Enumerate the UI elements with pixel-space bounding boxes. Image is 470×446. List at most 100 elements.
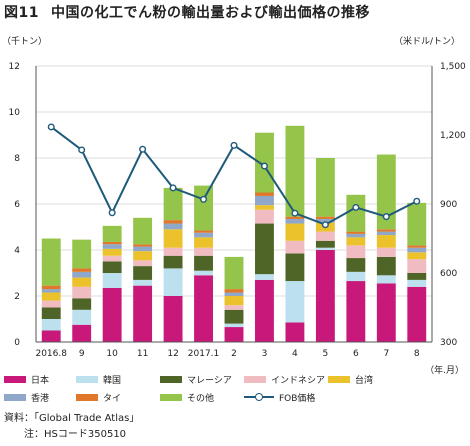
- fob-point: [78, 146, 86, 154]
- legend-line-marker: [244, 392, 274, 402]
- legend-swatch: [4, 375, 26, 383]
- bar-other: [41, 238, 61, 286]
- bar-taiwan: [255, 205, 274, 210]
- y-tick-label: 10: [9, 108, 21, 118]
- legend-row-2: 香港 タイ その他 FOB価格: [4, 388, 466, 406]
- x-tick-label: 7: [383, 349, 389, 359]
- bar-indonesia: [255, 209, 274, 224]
- bar-taiwan: [407, 252, 427, 260]
- bar-japan: [163, 296, 183, 342]
- fob-point: [47, 123, 55, 131]
- bar-thailand: [194, 230, 213, 233]
- x-tick-label: 2017.1: [188, 349, 220, 359]
- y2-tick-label: 600: [440, 269, 457, 279]
- bar-japan: [315, 250, 335, 342]
- bar-korea: [255, 274, 274, 280]
- bar-other: [285, 125, 305, 217]
- bar-indonesia: [194, 247, 213, 256]
- bar-hongkong: [224, 292, 244, 296]
- bar-malaysia: [376, 256, 396, 276]
- bar-indonesia: [72, 286, 92, 299]
- legend-label: 台湾: [355, 375, 374, 386]
- notes: 資料：「Global Trade Atlas」 注：HSコード350510: [4, 411, 139, 443]
- bar-indonesia: [163, 247, 183, 256]
- bar-hongkong: [315, 218, 335, 223]
- bar-other: [72, 239, 92, 269]
- chart-title: 図11 中国の化工でん粉の輸出量および輸出価格の推移: [4, 2, 370, 22]
- legend-swatch: [328, 375, 350, 383]
- bar-korea: [407, 279, 427, 287]
- x-tick-label: 2016.8: [35, 349, 67, 359]
- figure-number: 図11: [4, 5, 39, 21]
- y2-tick-label: 1,500: [440, 62, 466, 72]
- bar-thailand: [41, 285, 61, 290]
- bar-hongkong: [72, 271, 92, 278]
- bar-korea: [346, 271, 366, 282]
- bar-taiwan: [72, 277, 92, 287]
- axes: [35, 66, 433, 343]
- tick-labels: 0 2 4 6 8 10 12 300 600 900 1,200 1,500 2016.8 9 10 11 1…: [9, 62, 466, 359]
- fob-point: [169, 184, 177, 192]
- bar-thailand: [133, 244, 153, 247]
- fob-point: [200, 195, 208, 203]
- legend-swatch: [160, 393, 182, 401]
- bar-korea: [133, 279, 153, 286]
- legend-label: インドネシア: [271, 375, 326, 386]
- bar-hongkong: [194, 232, 213, 238]
- y-tick-label: 0: [14, 338, 20, 348]
- bar-japan: [346, 281, 366, 342]
- legend-label: 韓国: [103, 375, 122, 386]
- y-tick-label: 12: [9, 62, 20, 72]
- bar-indonesia: [102, 255, 122, 262]
- bar-malaysia: [224, 309, 244, 324]
- bar-other: [407, 202, 427, 246]
- bar-other: [133, 217, 153, 245]
- x-tick-label: 6: [353, 349, 359, 359]
- bar-korea: [41, 319, 61, 331]
- bar-malaysia: [255, 223, 274, 275]
- bar-hongkong: [285, 218, 305, 224]
- legend-label: 日本: [31, 375, 50, 386]
- y-tick-label: 2: [14, 292, 20, 302]
- fob-point: [291, 209, 299, 217]
- bar-indonesia: [315, 231, 335, 241]
- bar-indonesia: [376, 247, 396, 257]
- bar-japan: [72, 324, 92, 342]
- legend-swatch: [76, 375, 98, 383]
- bar-other: [376, 154, 396, 230]
- bar-japan: [285, 322, 305, 342]
- bar-thailand: [163, 220, 183, 224]
- bar-malaysia: [346, 258, 366, 272]
- left-axis-unit: （千トン）: [2, 37, 48, 47]
- bar-korea: [194, 270, 213, 276]
- legend-swatch: [4, 393, 26, 401]
- fob-point: [230, 141, 238, 149]
- bar-malaysia: [407, 273, 427, 280]
- bar-taiwan: [194, 237, 213, 248]
- bar-malaysia: [315, 240, 335, 248]
- bar-japan: [133, 285, 153, 342]
- x-tick-label: 8: [414, 349, 420, 359]
- bar-taiwan: [102, 248, 122, 256]
- chart-area: 0 2 4 6 8 10 12 300 600 900 1,200 1,500 2016.8 9 10 11 1…: [9, 62, 466, 359]
- y2-tick-label: 900: [440, 200, 457, 210]
- fob-price-line: [47, 123, 421, 229]
- bar-malaysia: [72, 298, 92, 310]
- y-tick-label: 6: [14, 200, 20, 210]
- bar-thailand: [315, 216, 335, 219]
- hs-code-note: 注：HSコード350510: [24, 429, 127, 440]
- legend-item-fob: FOB価格: [244, 391, 354, 404]
- legend-label: その他: [187, 393, 215, 404]
- bar-japan: [255, 279, 274, 342]
- bar-thailand: [102, 241, 122, 245]
- bar-malaysia: [102, 261, 122, 273]
- bar-hongkong: [255, 195, 274, 206]
- fob-point: [108, 209, 116, 217]
- bar-korea: [72, 309, 92, 325]
- bar-hongkong: [41, 289, 61, 293]
- bar-malaysia: [41, 307, 61, 319]
- bar-taiwan: [376, 235, 396, 248]
- bar-thailand: [285, 216, 305, 219]
- bar-japan: [407, 286, 427, 342]
